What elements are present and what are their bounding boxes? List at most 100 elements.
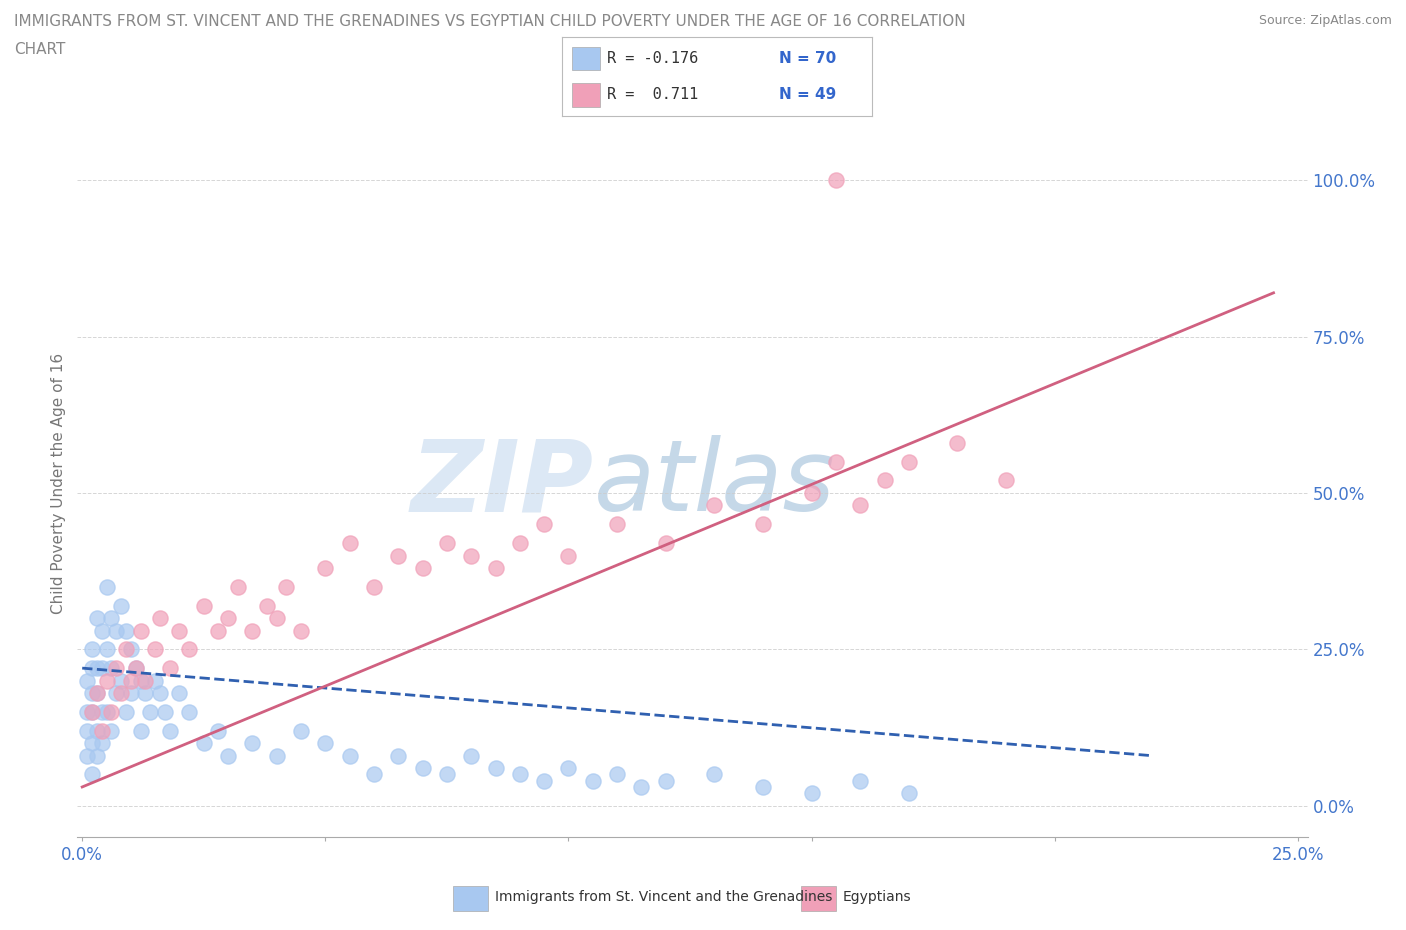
Point — [703, 767, 725, 782]
Point — [226, 579, 249, 594]
Point — [436, 536, 458, 551]
Point — [90, 724, 112, 738]
Point — [752, 779, 775, 794]
Point — [129, 673, 152, 688]
Text: R =  0.711: R = 0.711 — [607, 87, 699, 102]
Text: atlas: atlas — [595, 435, 835, 532]
Point — [339, 536, 361, 551]
Point — [86, 660, 108, 675]
Point — [143, 673, 166, 688]
Point — [90, 736, 112, 751]
Point — [115, 623, 138, 638]
Point — [179, 704, 201, 719]
Point — [484, 761, 506, 776]
Point — [86, 685, 108, 700]
Point — [86, 749, 108, 764]
Point — [100, 704, 122, 719]
Point — [120, 673, 142, 688]
Point — [582, 773, 605, 788]
Point — [436, 767, 458, 782]
Point — [276, 579, 298, 594]
Point — [149, 611, 172, 626]
Point — [110, 673, 132, 688]
Text: IMMIGRANTS FROM ST. VINCENT AND THE GRENADINES VS EGYPTIAN CHILD POVERTY UNDER T: IMMIGRANTS FROM ST. VINCENT AND THE GREN… — [14, 14, 966, 29]
Point — [314, 561, 336, 576]
Point — [217, 749, 239, 764]
Point — [96, 579, 118, 594]
Point — [995, 473, 1018, 488]
Bar — [801, 885, 837, 911]
Point — [80, 642, 103, 657]
Point — [153, 704, 176, 719]
Point — [800, 485, 823, 500]
Point — [946, 435, 969, 450]
Text: CHART: CHART — [14, 42, 66, 57]
Point — [873, 473, 896, 488]
Point — [484, 561, 506, 576]
Point — [557, 761, 579, 776]
Point — [849, 773, 872, 788]
Point — [110, 685, 132, 700]
Point — [897, 454, 920, 469]
Point — [159, 724, 181, 738]
Text: Immigrants from St. Vincent and the Grenadines: Immigrants from St. Vincent and the Gren… — [495, 890, 832, 905]
Text: R = -0.176: R = -0.176 — [607, 51, 699, 66]
Point — [90, 623, 112, 638]
Point — [134, 685, 156, 700]
Text: ZIP: ZIP — [411, 435, 595, 532]
Point — [897, 786, 920, 801]
Point — [76, 749, 98, 764]
Point — [115, 704, 138, 719]
Point — [339, 749, 361, 764]
Point — [363, 579, 385, 594]
Point — [96, 673, 118, 688]
Point — [100, 611, 122, 626]
Point — [100, 724, 122, 738]
Point — [120, 642, 142, 657]
Point — [179, 642, 201, 657]
Text: N = 70: N = 70 — [779, 51, 837, 66]
Point — [752, 517, 775, 532]
Point — [105, 660, 128, 675]
Point — [557, 548, 579, 563]
Point — [849, 498, 872, 513]
Y-axis label: Child Poverty Under the Age of 16: Child Poverty Under the Age of 16 — [51, 353, 66, 614]
Point — [139, 704, 162, 719]
Point — [242, 623, 264, 638]
Point — [90, 704, 112, 719]
Point — [314, 736, 336, 751]
Point — [193, 598, 215, 613]
Point — [169, 623, 191, 638]
Point — [115, 642, 138, 657]
Text: N = 49: N = 49 — [779, 87, 837, 102]
Point — [80, 704, 103, 719]
Point — [387, 749, 409, 764]
Point — [412, 761, 434, 776]
Point — [105, 623, 128, 638]
Point — [630, 779, 652, 794]
Point — [242, 736, 264, 751]
Point — [149, 685, 172, 700]
Point — [825, 454, 848, 469]
Point — [80, 767, 103, 782]
Point — [825, 173, 848, 188]
Point — [100, 660, 122, 675]
Point — [105, 685, 128, 700]
Point — [96, 642, 118, 657]
Point — [256, 598, 278, 613]
Point — [606, 517, 628, 532]
Point — [110, 598, 132, 613]
Point — [412, 561, 434, 576]
Point — [80, 660, 103, 675]
Point — [217, 611, 239, 626]
Point — [125, 660, 148, 675]
Point — [143, 642, 166, 657]
Bar — [572, 46, 599, 71]
Point — [80, 685, 103, 700]
Point — [76, 724, 98, 738]
Point — [533, 773, 555, 788]
Point — [290, 623, 312, 638]
Point — [290, 724, 312, 738]
Point — [703, 498, 725, 513]
Text: Source: ZipAtlas.com: Source: ZipAtlas.com — [1258, 14, 1392, 27]
